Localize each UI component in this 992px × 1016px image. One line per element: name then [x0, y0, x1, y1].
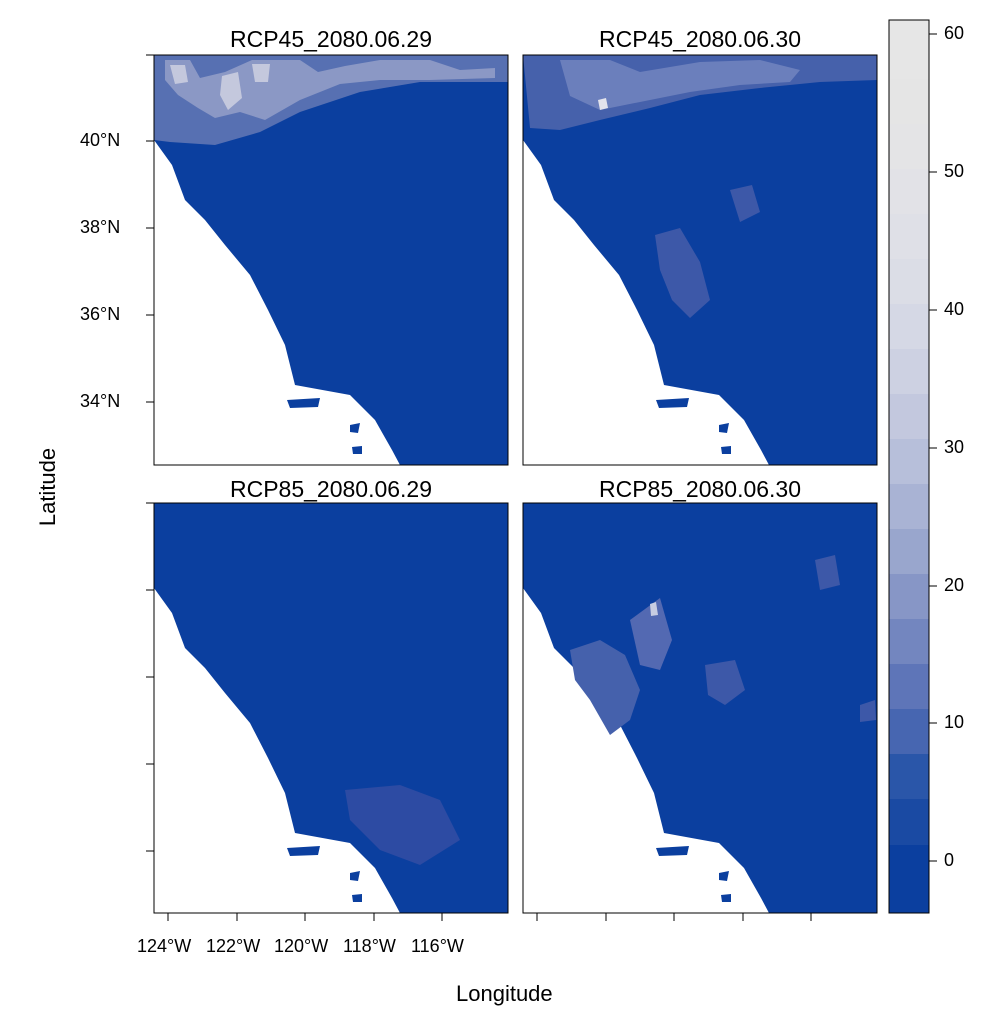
ocean-area: [523, 55, 769, 465]
colorbar-tick-label: 40: [944, 299, 965, 319]
colorbar: [888, 19, 937, 914]
x-tick-label: 124°W: [137, 936, 192, 956]
patch-values: [345, 785, 460, 865]
island: [287, 398, 362, 454]
x-tick-label: 118°W: [343, 936, 396, 956]
moderate-value-core: [560, 60, 800, 110]
panel-title: RCP45_2080.06.29: [229, 26, 433, 52]
panel-rcp45-0629: [153, 54, 509, 466]
x-tick-label: 116°W: [411, 936, 464, 956]
axis-ticks: [146, 54, 812, 921]
panel-rcp85-0629: [153, 502, 509, 914]
peak-values: [650, 602, 658, 616]
y-axis-title: Latitude: [35, 447, 60, 527]
y-tick-label: 38°N: [80, 217, 121, 237]
panel-rcp85-0630: [522, 502, 878, 914]
high-value-core: [165, 60, 495, 120]
y-tick-label: 40°N: [80, 130, 121, 150]
panel-title: RCP45_2080.06.30: [598, 26, 802, 52]
y-tick-label: 36°N: [80, 304, 121, 324]
island: [656, 846, 731, 902]
x-axis-title: Longitude: [456, 981, 553, 1006]
colorbar-tick-label: 50: [944, 161, 965, 181]
island: [287, 846, 362, 902]
peak-values: [170, 64, 270, 110]
colorbar-tick-label: 20: [944, 575, 965, 595]
ocean-area: [523, 503, 769, 913]
moderate-value-core: [630, 598, 672, 670]
panel-frame: [522, 54, 878, 466]
island: [656, 398, 731, 454]
peak-values: [598, 98, 608, 110]
moderate-value-region: [570, 640, 640, 735]
colorbar-tick-label: 30: [944, 437, 965, 457]
colorbar-tick-label: 0: [944, 850, 955, 870]
panel-frame: [153, 502, 509, 914]
colorbar-tick-label: 60: [944, 23, 965, 43]
panel-frame: [522, 502, 878, 914]
panel-title: RCP85_2080.06.30: [598, 476, 802, 502]
ocean-area: [154, 55, 400, 465]
ocean-area: [154, 503, 400, 913]
x-tick-label: 120°W: [274, 936, 329, 956]
y-tick-label: 34°N: [80, 391, 121, 411]
panel-frame: [153, 54, 509, 466]
patch-values: [655, 185, 760, 318]
colorbar-tick-label: 10: [944, 712, 965, 732]
panel-rcp45-0630: [522, 54, 878, 466]
panel-title: RCP85_2080.06.29: [229, 476, 433, 502]
x-tick-label: 122°W: [206, 936, 261, 956]
